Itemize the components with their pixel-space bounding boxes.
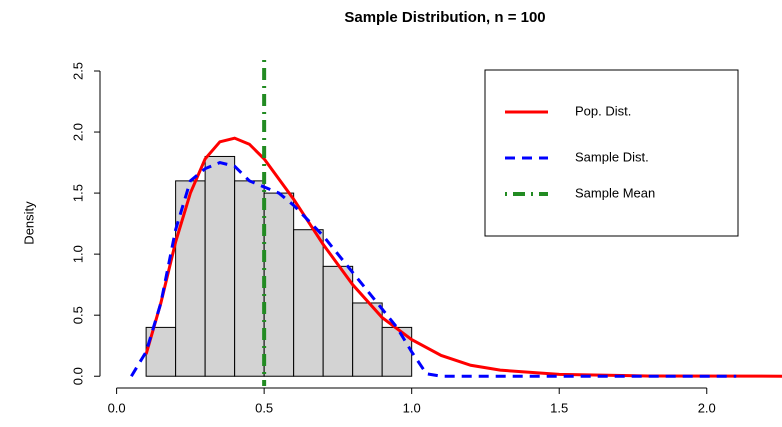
y-tick-label: 0.0 (70, 367, 85, 385)
histogram-bar (352, 302, 383, 377)
y-tick-label: 0.5 (70, 306, 85, 324)
legend-label: Sample Dist. (575, 149, 649, 164)
legend-label: Pop. Dist. (575, 103, 631, 118)
y-tick-label: 1.5 (70, 184, 85, 202)
y-tick-label: 2.0 (70, 123, 85, 141)
histogram-bar (293, 229, 324, 377)
histogram-bar (263, 192, 295, 377)
x-tick-label: 1.0 (403, 400, 421, 415)
x-tick-label: 0.0 (108, 400, 126, 415)
density-line (130, 160, 737, 378)
y-tick-label: 1.0 (70, 245, 85, 263)
histogram-bar (204, 155, 236, 377)
histogram-bar (322, 265, 354, 377)
histogram-bar (234, 180, 265, 377)
y-axis-label: Density (21, 201, 36, 245)
y-tick-label: 2.5 (70, 62, 85, 80)
plot-area (130, 60, 782, 386)
legend-box (484, 69, 739, 237)
x-tick-label: 1.5 (550, 400, 568, 415)
chart-title: Sample Distribution, n = 100 (344, 9, 545, 26)
legend-label: Sample Mean (575, 185, 655, 200)
x-tick-label: 2.0 (698, 400, 716, 415)
x-tick-label: 0.5 (255, 400, 273, 415)
